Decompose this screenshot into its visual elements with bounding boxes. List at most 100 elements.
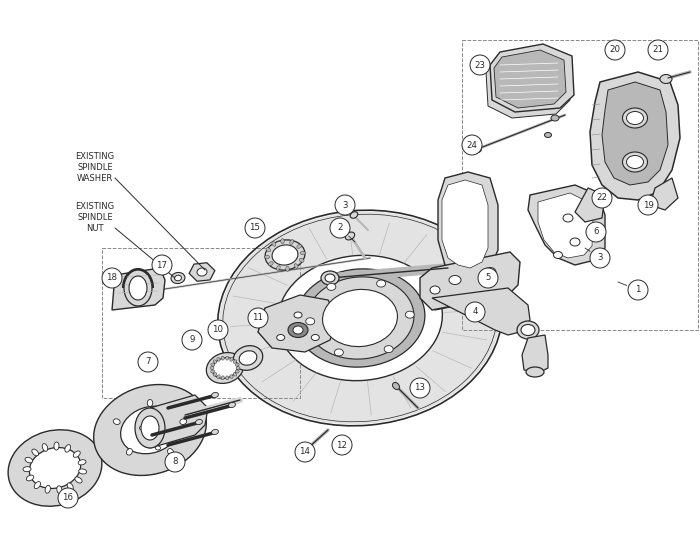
Ellipse shape: [335, 349, 344, 356]
Ellipse shape: [265, 240, 305, 270]
Circle shape: [102, 268, 122, 288]
Ellipse shape: [265, 255, 270, 258]
Ellipse shape: [551, 115, 559, 121]
Ellipse shape: [475, 147, 482, 153]
Ellipse shape: [323, 289, 398, 346]
Polygon shape: [522, 335, 548, 372]
Ellipse shape: [221, 376, 224, 380]
Ellipse shape: [25, 458, 33, 463]
Ellipse shape: [219, 212, 500, 424]
Circle shape: [165, 452, 185, 472]
Ellipse shape: [42, 444, 48, 452]
Text: 19: 19: [643, 201, 653, 210]
Ellipse shape: [29, 448, 81, 488]
Ellipse shape: [211, 430, 218, 434]
Ellipse shape: [32, 449, 38, 456]
Ellipse shape: [67, 483, 74, 490]
Circle shape: [152, 255, 172, 275]
Ellipse shape: [233, 346, 262, 370]
Ellipse shape: [312, 334, 319, 340]
Circle shape: [410, 378, 430, 398]
Circle shape: [648, 40, 668, 60]
Circle shape: [58, 488, 78, 508]
Ellipse shape: [139, 426, 144, 430]
Circle shape: [248, 308, 268, 328]
Ellipse shape: [300, 258, 304, 262]
Text: 1: 1: [636, 285, 640, 294]
Ellipse shape: [235, 370, 239, 373]
Ellipse shape: [622, 108, 648, 128]
Ellipse shape: [155, 446, 160, 450]
Text: 3: 3: [342, 201, 348, 210]
Ellipse shape: [393, 382, 400, 389]
Ellipse shape: [211, 370, 215, 373]
Ellipse shape: [127, 449, 132, 455]
Ellipse shape: [75, 477, 82, 483]
Text: EXISTING
SPINDLE
NUT: EXISTING SPINDLE NUT: [76, 202, 115, 233]
Polygon shape: [528, 185, 605, 265]
Polygon shape: [420, 252, 520, 310]
Circle shape: [330, 218, 350, 238]
Ellipse shape: [23, 466, 31, 472]
Ellipse shape: [554, 251, 563, 258]
Ellipse shape: [290, 240, 294, 244]
Ellipse shape: [294, 263, 298, 268]
Circle shape: [470, 55, 490, 75]
Text: 6: 6: [594, 228, 598, 236]
Ellipse shape: [195, 420, 202, 425]
Ellipse shape: [129, 276, 147, 300]
Circle shape: [638, 195, 658, 215]
Circle shape: [295, 442, 315, 462]
Text: 3: 3: [597, 254, 603, 262]
Ellipse shape: [225, 356, 229, 360]
Polygon shape: [189, 263, 215, 281]
Text: 10: 10: [213, 326, 223, 334]
Text: 7: 7: [146, 358, 150, 366]
Ellipse shape: [211, 363, 215, 366]
Ellipse shape: [180, 419, 187, 425]
Ellipse shape: [174, 275, 181, 280]
Text: 23: 23: [475, 60, 486, 69]
Text: 14: 14: [300, 448, 311, 456]
Ellipse shape: [266, 248, 271, 252]
Ellipse shape: [300, 251, 305, 255]
Ellipse shape: [65, 444, 71, 452]
Ellipse shape: [217, 375, 220, 378]
Polygon shape: [438, 172, 498, 278]
Ellipse shape: [229, 403, 235, 408]
Circle shape: [465, 302, 485, 322]
Text: 2: 2: [337, 223, 343, 233]
Polygon shape: [486, 50, 570, 118]
Text: 17: 17: [157, 261, 167, 270]
Ellipse shape: [272, 245, 298, 265]
Text: 8: 8: [172, 458, 178, 466]
Ellipse shape: [171, 272, 185, 284]
Text: 21: 21: [652, 46, 664, 54]
Ellipse shape: [276, 266, 280, 270]
Text: 18: 18: [106, 273, 118, 283]
Ellipse shape: [306, 318, 315, 325]
Ellipse shape: [124, 270, 152, 306]
Ellipse shape: [236, 366, 240, 370]
Ellipse shape: [345, 232, 355, 240]
Circle shape: [335, 195, 355, 215]
Polygon shape: [150, 395, 208, 448]
Ellipse shape: [233, 360, 237, 364]
Polygon shape: [575, 188, 605, 222]
Ellipse shape: [449, 276, 461, 284]
Circle shape: [628, 280, 648, 300]
Polygon shape: [650, 178, 678, 210]
Ellipse shape: [27, 475, 34, 481]
Ellipse shape: [272, 241, 276, 246]
Ellipse shape: [214, 373, 217, 376]
Ellipse shape: [526, 367, 544, 377]
Ellipse shape: [233, 373, 237, 376]
Circle shape: [605, 40, 625, 60]
Ellipse shape: [295, 269, 425, 367]
Text: 5: 5: [485, 273, 491, 283]
Text: 4: 4: [473, 307, 477, 316]
Polygon shape: [538, 193, 593, 258]
Ellipse shape: [288, 322, 308, 338]
Ellipse shape: [321, 271, 339, 285]
Circle shape: [245, 218, 265, 238]
